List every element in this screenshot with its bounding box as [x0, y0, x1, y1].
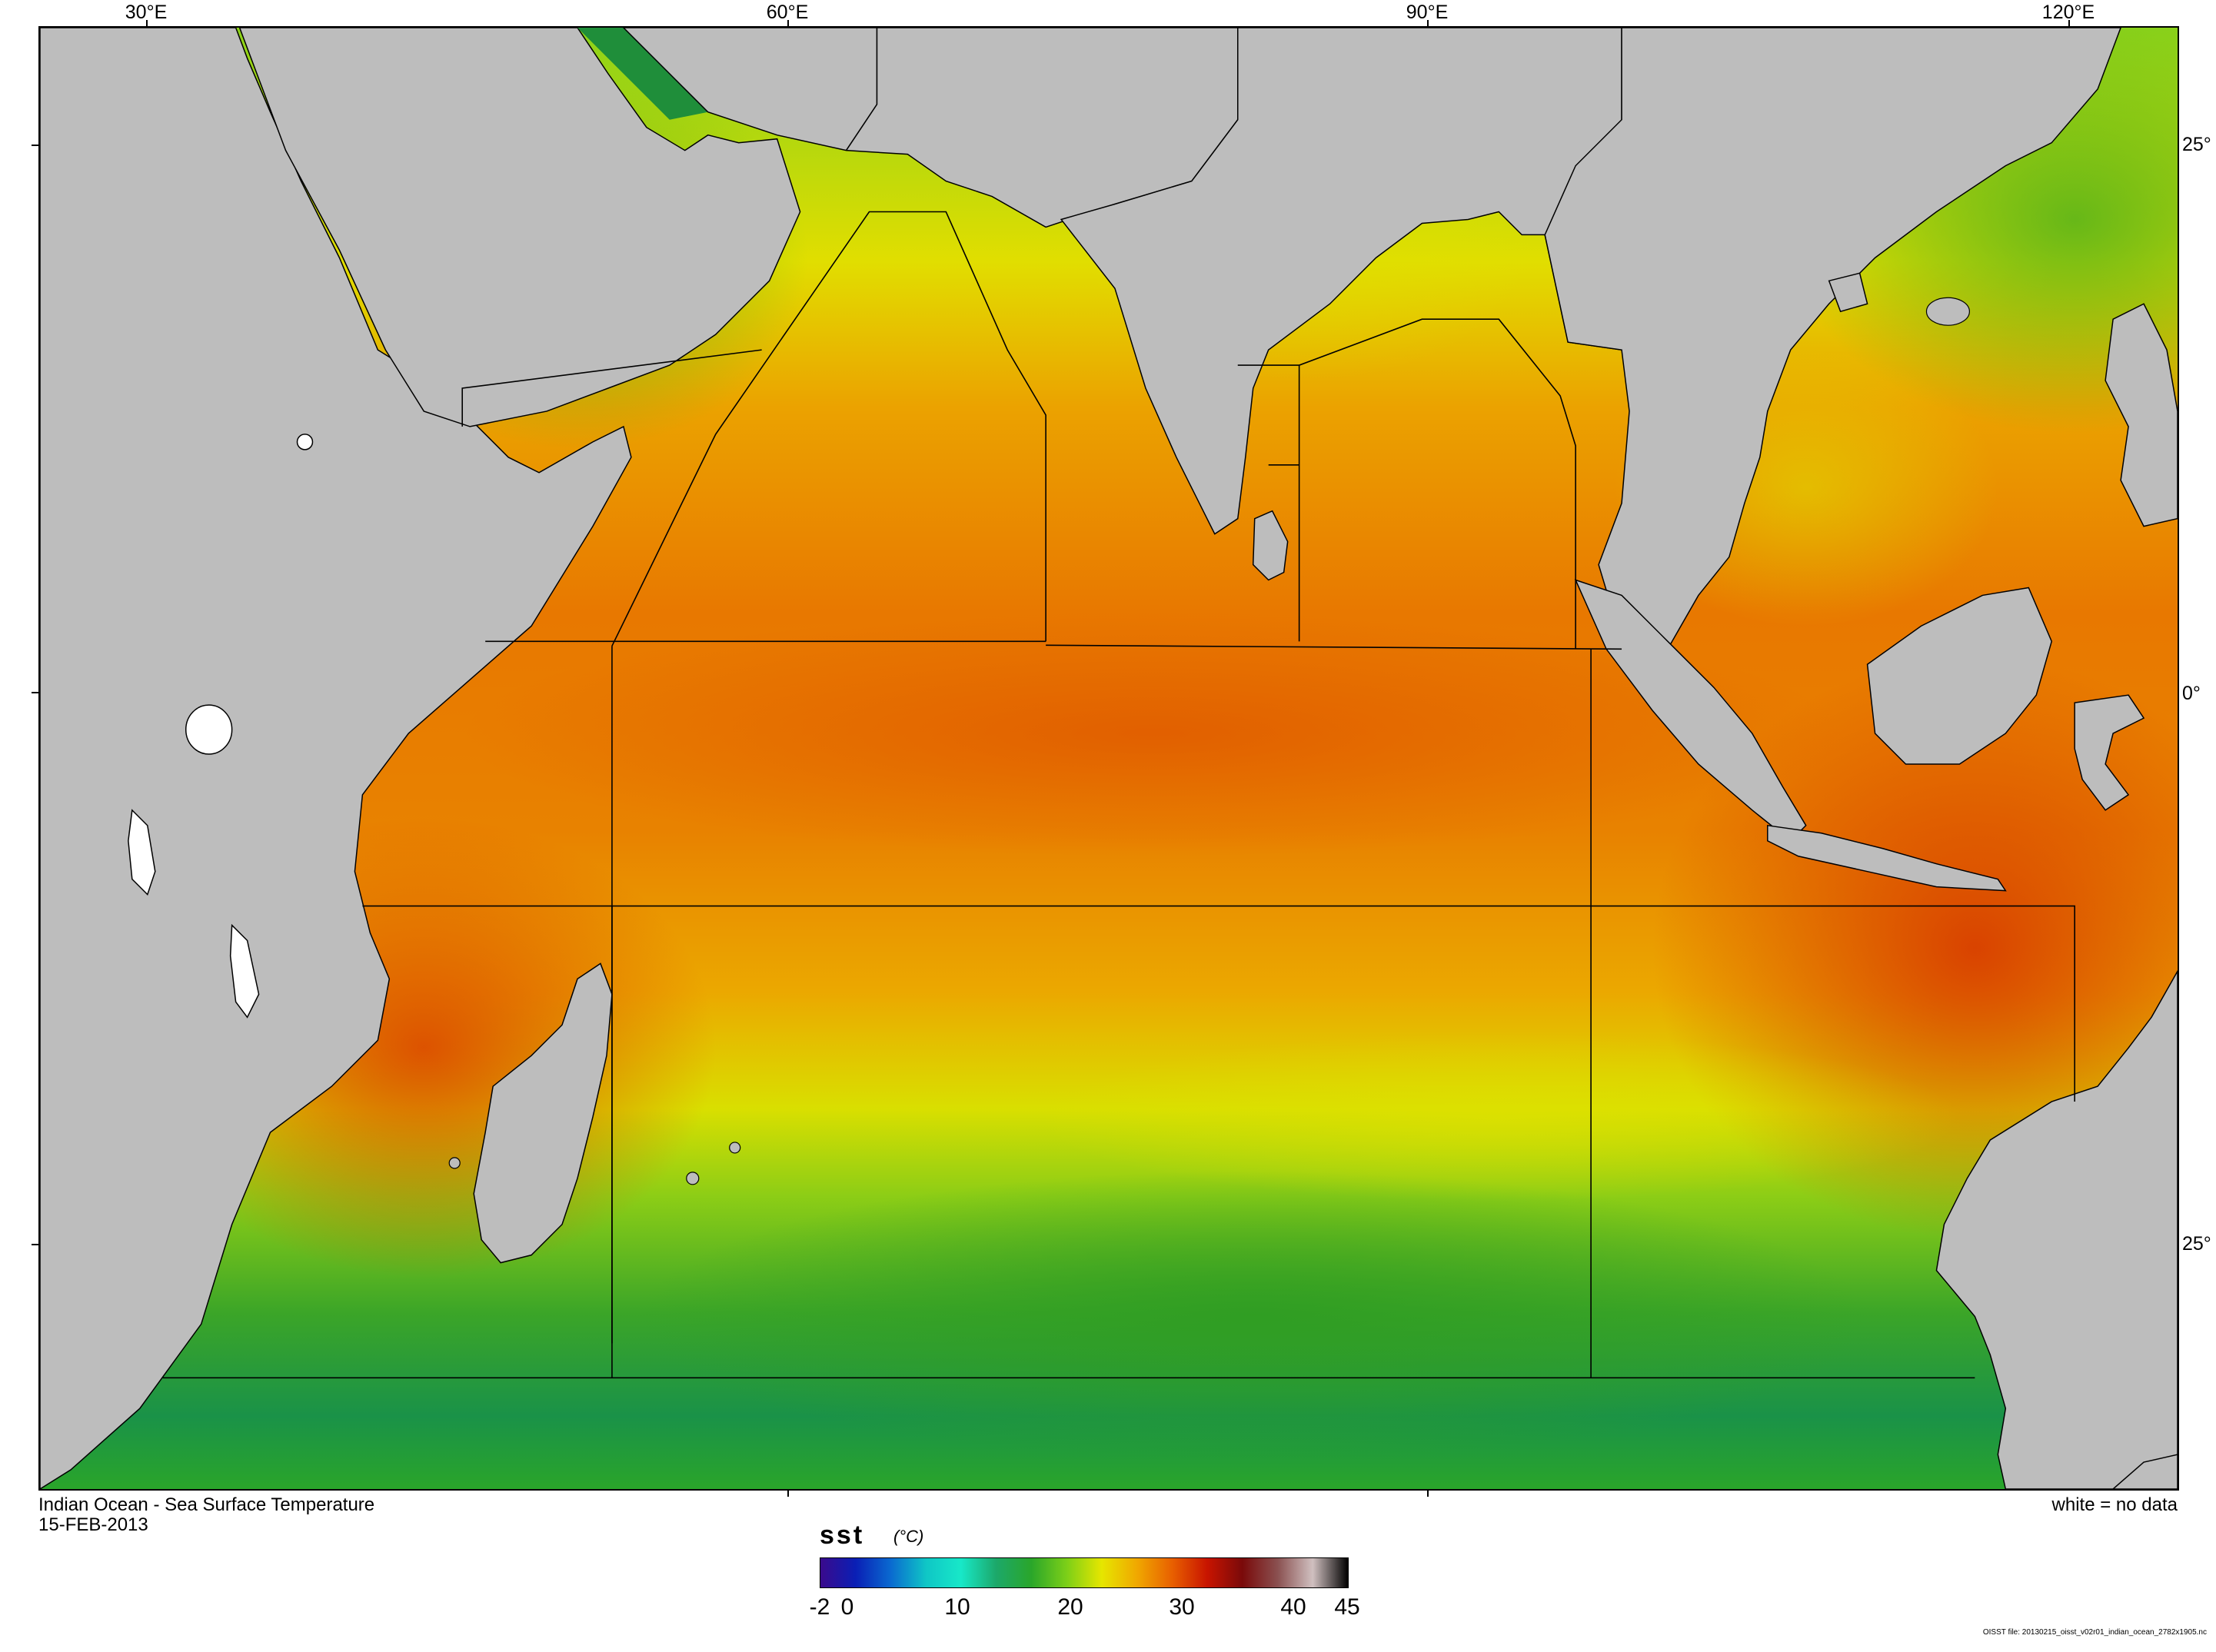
colorbar-variable: sst	[820, 1521, 865, 1550]
colorbar-tick: 10	[944, 1594, 970, 1620]
colorbar-tick: 30	[1169, 1594, 1195, 1620]
no-data-patch	[128, 809, 156, 896]
lon-label-120e: 120°E	[2041, 2, 2095, 23]
se-asia-land	[1544, 28, 2121, 689]
lon-tick-top	[1427, 20, 1429, 27]
colorbar-tick: 45	[1334, 1594, 1360, 1620]
sri-lanka-land	[1252, 510, 1289, 581]
lat-label-0: 0°	[2182, 683, 2201, 704]
lon-tick-top	[787, 20, 789, 27]
source-file-note: OISST file: 20130215_oisst_v02r01_indian…	[1982, 1628, 2207, 1637]
colorbar-unit: (°C)	[893, 1527, 924, 1546]
map-date: 15-FEB-2013	[38, 1514, 148, 1535]
philippines-land	[2105, 303, 2178, 527]
map-title: Indian Ocean - Sea Surface Temperature	[38, 1494, 375, 1515]
lat-tick-left	[32, 145, 38, 146]
no-data-note: white = no data	[2051, 1494, 2178, 1515]
colorbar	[820, 1557, 1349, 1588]
india-land	[1060, 28, 1622, 535]
madagascar-land	[473, 962, 613, 1264]
persian-gulf	[577, 28, 708, 120]
lat-tick-left	[32, 1244, 38, 1245]
sst-map-canvas	[40, 28, 2178, 1489]
lon-tick-bottom	[1427, 1490, 1429, 1497]
colorbar-tick: 0	[840, 1594, 854, 1620]
colorbar-tick: 40	[1280, 1594, 1306, 1620]
java-land	[1767, 824, 2007, 892]
sumatra-land	[1574, 579, 1807, 842]
lon-tick-top	[2068, 20, 2070, 27]
lon-tick-top	[146, 20, 148, 27]
arabia-land	[238, 28, 801, 427]
lat-label-25n: 25°	[2182, 134, 2211, 155]
lon-tick-bottom	[787, 1490, 789, 1497]
lat-tick-left	[32, 692, 38, 693]
sst-map[interactable]	[38, 26, 2179, 1491]
no-data-patch	[185, 704, 233, 755]
borneo-land	[1866, 587, 2053, 765]
lon-label-30e: 30°E	[125, 2, 168, 23]
lon-label-90e: 90°E	[1406, 2, 1449, 23]
sulawesi-land	[2074, 694, 2145, 811]
africa-land	[40, 28, 632, 1489]
lon-label-60e: 60°E	[766, 2, 809, 23]
colorbar-tick: 20	[1057, 1594, 1083, 1620]
australia-land	[1935, 969, 2178, 1489]
lat-label-25s: 25°	[2182, 1233, 2211, 1255]
no-data-patch	[229, 923, 260, 1019]
region-boundaries	[162, 28, 2075, 1379]
colorbar-tick: -2	[809, 1594, 830, 1620]
